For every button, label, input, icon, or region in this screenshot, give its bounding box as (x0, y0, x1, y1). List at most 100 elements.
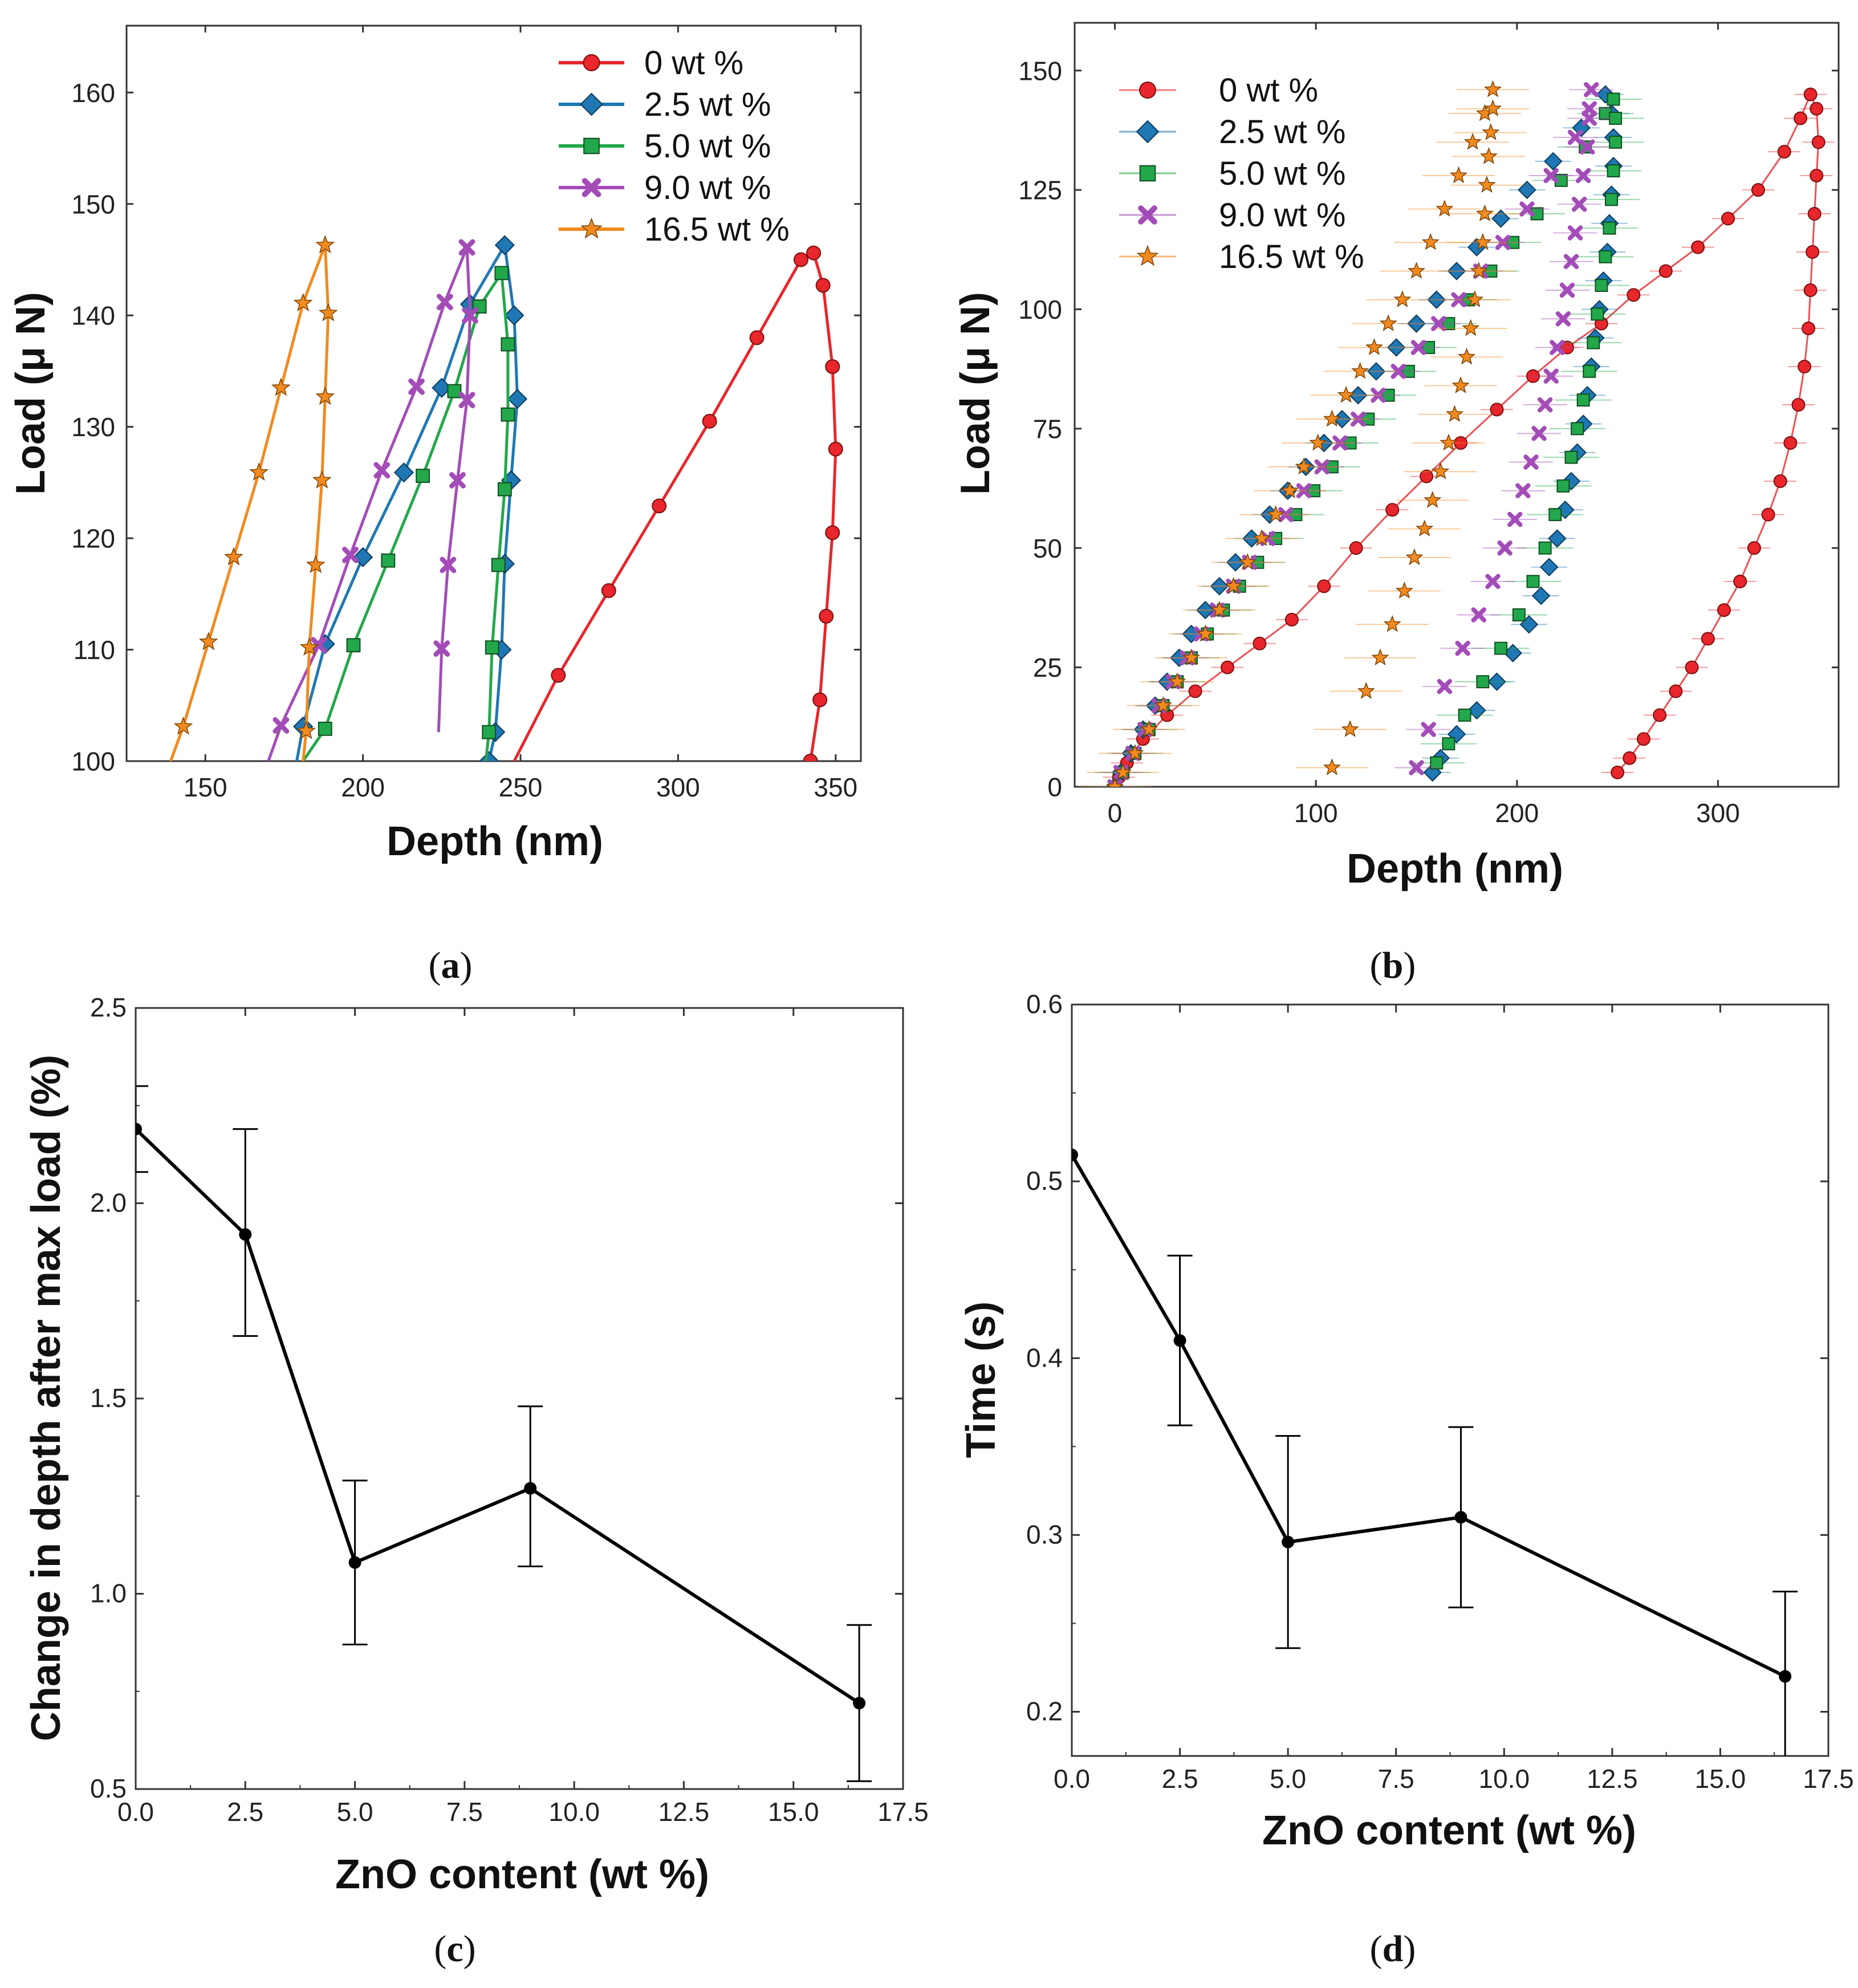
panel-b-data-point (1783, 436, 1798, 450)
panel-b-data-point (1385, 503, 1400, 517)
panel-a-letter: a (441, 945, 460, 986)
panel-b-data-point (1424, 491, 1442, 508)
panel-a-data-point (828, 441, 843, 457)
panel-a-series-4 (169, 235, 338, 761)
panel-d-x-tick-label: 12.5 (1587, 1764, 1638, 1794)
panel-c-y-tick-label: 1.5 (90, 1383, 127, 1413)
panel-a-data-point (293, 292, 313, 312)
panel-b-data-point (1343, 436, 1357, 450)
panel-b-data-point (1515, 483, 1531, 498)
panel-b-data-point (1182, 648, 1201, 666)
panel-b-data-point (1777, 145, 1791, 159)
panel-b-data-point (1341, 720, 1359, 737)
panel-b-data-point (1447, 262, 1466, 280)
panel-b-data-point (1381, 388, 1395, 402)
panel-d-data-point (1454, 1511, 1467, 1524)
panel-b-data-point (1518, 180, 1536, 200)
panel-b-x-tick-label: 300 (1696, 798, 1740, 828)
panel-a-data-point (501, 407, 515, 422)
panel-b-data-point (1395, 582, 1413, 599)
panel-b-data-point (1296, 483, 1312, 498)
panel-b-x-tick-label: 0 (1108, 798, 1123, 828)
panel-b-data-point (1393, 290, 1412, 308)
panel-d-data-point (1779, 1670, 1792, 1683)
panel-b-data-point (1475, 204, 1494, 222)
panel-b-data-point (1810, 169, 1824, 182)
panel-b-data-point (1113, 763, 1132, 780)
panel-a-series-line (169, 243, 330, 761)
panel-b-chart: 0 100 200 300 0 25 50 75 100 125 150 Depth (nm) Load… (953, 22, 1840, 892)
panel-d-letter: d (1383, 1928, 1404, 1970)
panel-b-legend-marker (1139, 165, 1156, 182)
panel-a-data-point (447, 384, 462, 399)
panel-d-x-tick-label: 7.5 (1378, 1764, 1414, 1794)
panel-b-data-point (1188, 684, 1202, 698)
panel-a-y-tick-label: 160 (71, 78, 115, 108)
panel-c-error-bar (136, 1085, 148, 1173)
panel-b-data-point (1550, 340, 1565, 355)
panel-a-x-tick-label: 300 (656, 773, 700, 802)
panel-b-legend-marker (1138, 205, 1157, 225)
panel-a-data-point (310, 637, 327, 654)
panel-b-data-point (1810, 101, 1824, 116)
panel-b-data-point (1761, 507, 1775, 522)
panel-b-letter: b (1383, 945, 1404, 986)
panel-b-data-point (1365, 338, 1383, 355)
panel-b-data-point (1595, 279, 1608, 292)
panel-c-y-tick-label: 0.5 (90, 1774, 127, 1803)
panel-c-x-tick-label: 7.5 (446, 1797, 483, 1827)
panel-b-data-point (1803, 283, 1818, 297)
panel-c-y-tick-label: 1.0 (90, 1579, 127, 1608)
panel-b-data-point (1482, 123, 1500, 140)
panel-b-data-point (1548, 508, 1562, 522)
panel-b-data-point (1449, 166, 1468, 184)
panel-b-data-point (1253, 529, 1271, 546)
panel-b-data-point (1452, 376, 1470, 393)
panel-a-data-point (312, 470, 332, 489)
panel-c-x-tick-label: 0.0 (117, 1797, 154, 1827)
panel-b-data-point (1811, 135, 1826, 149)
panel-b-data-point (1442, 737, 1455, 751)
panel-a-data-point (812, 692, 828, 708)
panel-c-letter: c (446, 1928, 463, 1970)
panel-b-data-point (1224, 576, 1243, 594)
panel-b-data-point (1611, 765, 1625, 779)
panel-a-y-tick-label: 140 (71, 301, 115, 331)
panel-a-data-point (652, 498, 667, 514)
panel-b-data-point (1427, 290, 1446, 310)
panel-b-data-point (1295, 457, 1313, 475)
panel-b-data-point (1478, 176, 1496, 193)
panel-b-data-point (1420, 469, 1434, 483)
panel-a-data-point (551, 668, 566, 683)
panel-b-data-point (1405, 548, 1424, 566)
panel-c-label: (c) (434, 1928, 475, 1970)
panel-b-data-point (1323, 409, 1341, 427)
panel-c-x-tick-label: 17.5 (877, 1797, 929, 1827)
panel-d-x-tick-label: 17.5 (1803, 1764, 1854, 1794)
panel-a-x-tick-label: 350 (814, 773, 857, 802)
panel-b-data-point (1560, 340, 1574, 355)
panel-a-data-point (819, 608, 834, 624)
panel-d-y-tick-label: 0.4 (1026, 1343, 1063, 1372)
panel-b-data-point (1583, 364, 1596, 378)
panel-b-data-point (1548, 529, 1567, 548)
panel-b-data-point (1379, 314, 1397, 331)
panel-b-data-point (1519, 201, 1535, 217)
panel-c-x-tick-label: 2.5 (227, 1797, 263, 1827)
panel-b-data-point (1280, 481, 1299, 499)
panel-b-data-point (1430, 756, 1444, 770)
panel-b-data-point (1309, 433, 1327, 451)
panel-b-data-point (1337, 385, 1355, 403)
panel-a-legend-label: 5.0 wt % (644, 128, 771, 165)
panel-b-data-point (1587, 336, 1600, 349)
panel-b-x-axis-title: Depth (nm) (1347, 846, 1563, 892)
panel-b-legend-marker (1139, 82, 1156, 99)
panel-d-x-tick-label: 0.0 (1054, 1764, 1090, 1794)
panel-a-legend-marker (583, 137, 600, 155)
panel-a-data-point (373, 462, 391, 479)
panel-a-data-point (433, 640, 450, 657)
panel-a-data-point (458, 392, 475, 409)
panel-a-data-point (315, 387, 335, 405)
panel-a-data-point (416, 469, 430, 483)
